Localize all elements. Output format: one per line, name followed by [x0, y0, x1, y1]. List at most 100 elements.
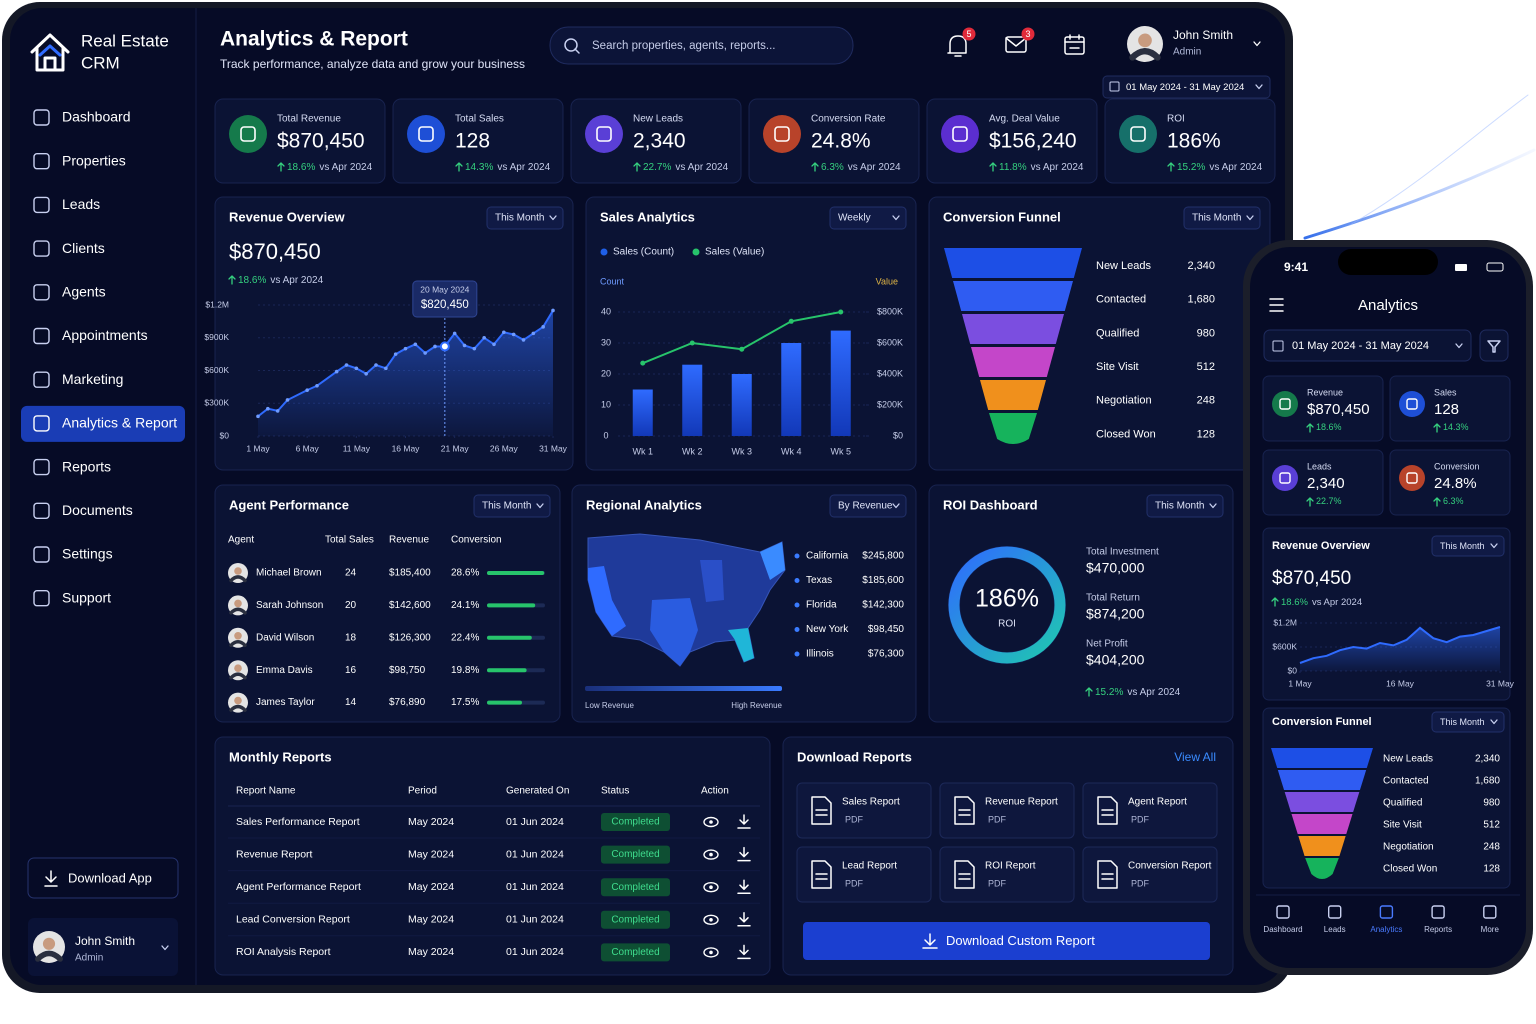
- y-tick-label: 0: [603, 430, 608, 440]
- data-point: [364, 371, 368, 376]
- nav-item[interactable]: Properties: [62, 152, 126, 168]
- filter-dropdown[interactable]: [829, 206, 907, 230]
- roi-metric-label: Net Profit: [1086, 639, 1128, 650]
- view-icon[interactable]: [703, 849, 719, 860]
- bar: [781, 343, 802, 436]
- region-dot: [794, 651, 800, 657]
- view-icon[interactable]: [703, 816, 719, 828]
- nav-item[interactable]: Settings: [62, 546, 113, 562]
- download-action-icon[interactable]: [737, 846, 751, 862]
- download-action-icon[interactable]: [737, 912, 751, 927]
- legend-swatch: [600, 248, 608, 256]
- kpi-icon-glyph: [952, 126, 968, 142]
- funnel-value: 980: [1197, 327, 1215, 339]
- filter-dropdown[interactable]: [1431, 711, 1505, 733]
- phone-date-picker[interactable]: [1263, 329, 1472, 362]
- view-all-link[interactable]: View All: [1174, 750, 1216, 764]
- x-tick-label: 1 May: [1288, 678, 1312, 688]
- search-box[interactable]: [549, 26, 854, 65]
- download-icon: [922, 933, 938, 949]
- up-arrow: [1271, 597, 1279, 607]
- filter-dropdown[interactable]: [829, 494, 907, 518]
- kpi-icon-glyph: [596, 126, 612, 142]
- filter-dropdown[interactable]: [1183, 206, 1261, 230]
- tab-icon: [1483, 905, 1497, 919]
- panel-title: Conversion Funnel: [943, 209, 1061, 224]
- tab-label[interactable]: Dashboard: [1263, 925, 1302, 934]
- view-icon[interactable]: [703, 882, 719, 893]
- nav-item[interactable]: Reports: [62, 458, 111, 474]
- data-point: [403, 346, 408, 351]
- menu-icon: [1269, 298, 1284, 312]
- report-format: PDF: [988, 878, 1007, 888]
- bar: [632, 389, 653, 436]
- area-fill: [1300, 627, 1500, 671]
- change-value: 14.3%: [1443, 422, 1469, 432]
- nav-item[interactable]: Leads: [62, 196, 100, 212]
- download-app-button[interactable]: [27, 857, 179, 899]
- change-value: 22.7%: [1316, 496, 1342, 506]
- tab-label[interactable]: Analytics: [1370, 925, 1402, 934]
- up-arrow: [1167, 162, 1175, 172]
- nav-item[interactable]: Support: [62, 589, 111, 605]
- download-action-icon[interactable]: [737, 814, 751, 829]
- column-header: Status: [601, 786, 629, 797]
- data-point: [305, 388, 309, 392]
- filter-dropdown[interactable]: [1431, 535, 1505, 557]
- chevron: [1490, 719, 1498, 725]
- table-cell: Revenue Report: [236, 848, 313, 860]
- up-arrow: [1085, 687, 1093, 697]
- nav-icon: [33, 371, 50, 388]
- view-icon[interactable]: [703, 914, 719, 925]
- download-action-icon[interactable]: [737, 944, 751, 960]
- filter-label: Weekly: [838, 213, 871, 224]
- page-title: Analytics & Report: [220, 28, 408, 51]
- document-icon: [811, 860, 832, 889]
- data-point: [462, 343, 467, 348]
- nav-item[interactable]: Documents: [62, 502, 133, 518]
- nav-item[interactable]: Appointments: [62, 327, 148, 343]
- change-value: 22.7%: [643, 162, 671, 173]
- kpi-icon-glyph: [1130, 126, 1146, 142]
- conversion-bar: [487, 635, 532, 640]
- filter-dropdown[interactable]: [486, 206, 564, 230]
- chevron: [1455, 343, 1463, 349]
- nav-item[interactable]: Agents: [62, 284, 106, 300]
- tab-label[interactable]: More: [1481, 925, 1500, 934]
- mail-icon: [1005, 37, 1027, 47]
- avatar-body: [229, 640, 247, 648]
- funnel-value: 980: [1483, 798, 1500, 809]
- calendar-icon: [1064, 36, 1085, 55]
- data-point: [315, 383, 319, 388]
- line-point: [739, 346, 745, 352]
- nav-item[interactable]: Dashboard: [62, 109, 131, 125]
- report-name: Sales Report: [842, 797, 900, 808]
- nav-item[interactable]: Clients: [62, 240, 105, 256]
- filter-dropdown[interactable]: [1146, 494, 1224, 518]
- download-action-icon[interactable]: [737, 879, 751, 894]
- report-name: Agent Report: [1128, 797, 1187, 808]
- funnel-label: New Leads: [1096, 260, 1152, 272]
- download-custom-button[interactable]: [803, 922, 1210, 960]
- up-arrow: [228, 275, 236, 285]
- up-arrow: [633, 162, 641, 172]
- phone-notch: [1338, 249, 1438, 275]
- chevron: [892, 215, 900, 221]
- phone-filter-button[interactable]: [1479, 329, 1509, 362]
- column-header: Total Sales: [325, 535, 374, 546]
- signal-icon: [1455, 264, 1467, 271]
- nav-item[interactable]: Analytics & Report: [62, 415, 177, 431]
- tab-label[interactable]: Leads: [1324, 925, 1346, 934]
- view-icon[interactable]: [703, 947, 719, 958]
- region-name: Illinois: [806, 649, 834, 660]
- date-range-picker[interactable]: [1102, 75, 1271, 99]
- x-tick-label: 1 May: [246, 443, 270, 453]
- data-point: [275, 409, 280, 413]
- kpi-icon: [763, 115, 801, 153]
- nav-item[interactable]: Marketing: [62, 371, 123, 387]
- tab-label[interactable]: Reports: [1424, 925, 1452, 934]
- change-value: 14.3%: [465, 162, 493, 173]
- filter-dropdown[interactable]: [473, 494, 551, 518]
- tab-icon: [1431, 905, 1445, 919]
